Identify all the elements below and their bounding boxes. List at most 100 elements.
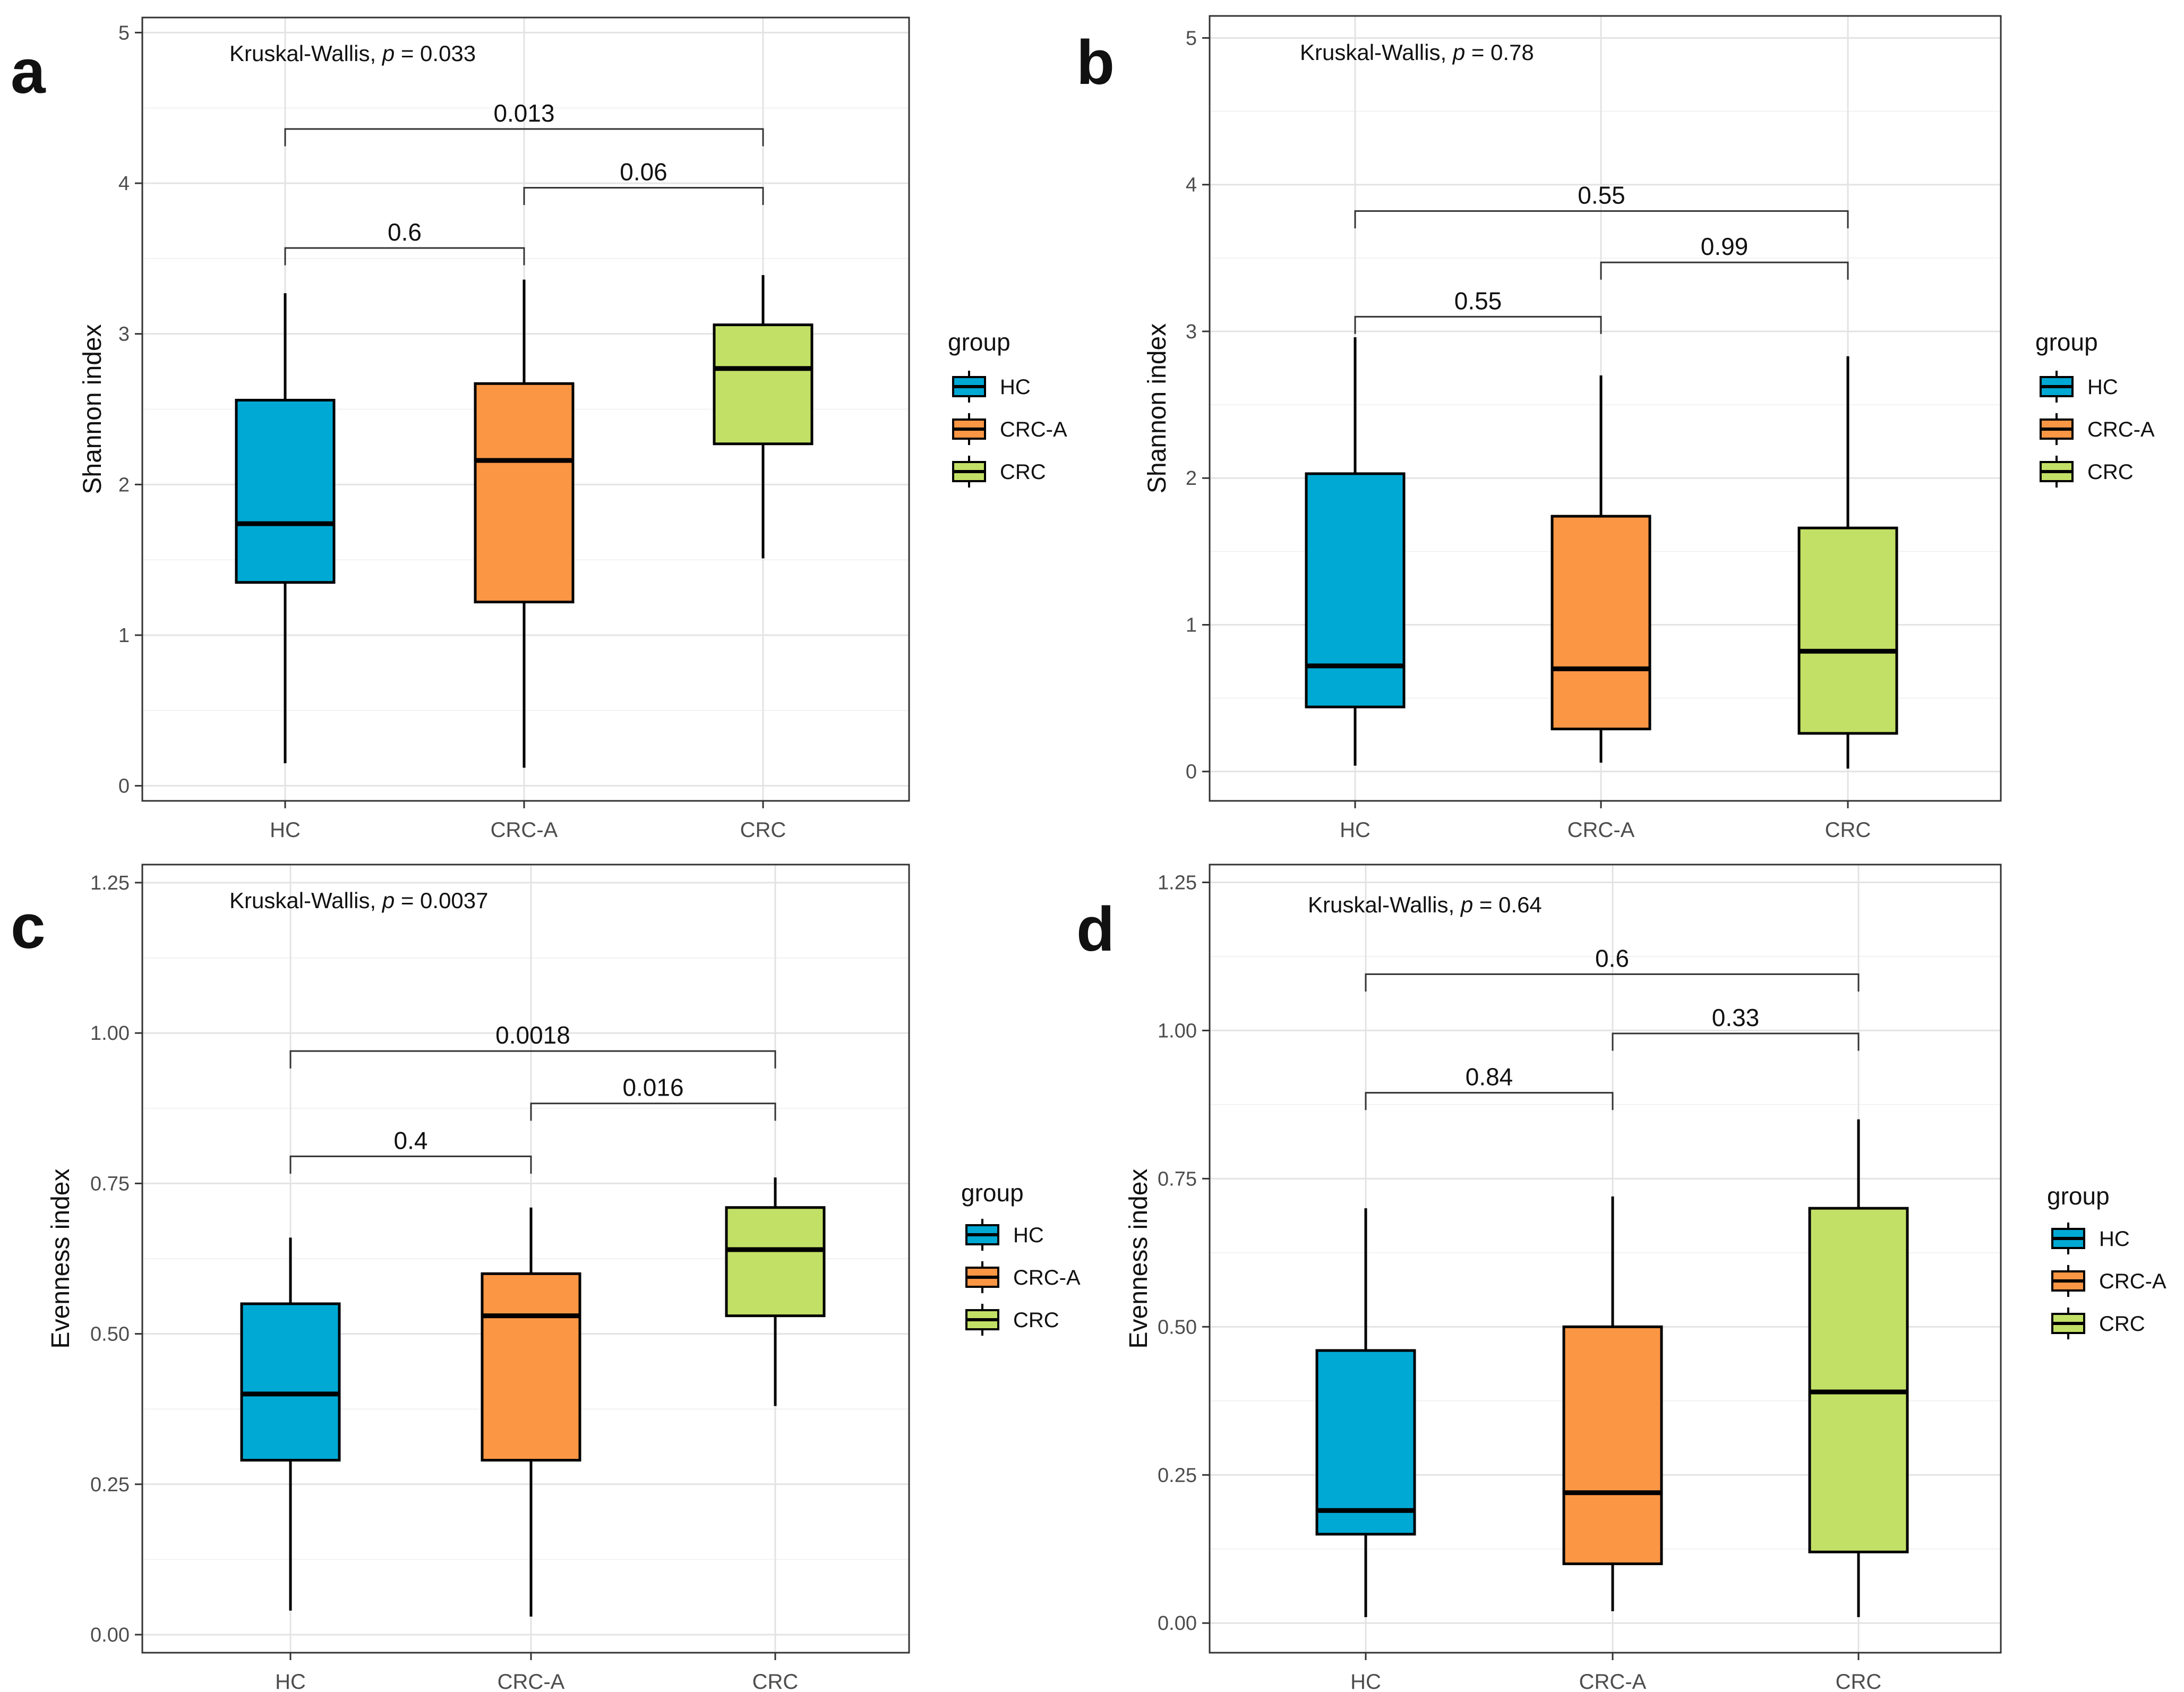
x-tick-label: HC <box>275 1670 306 1692</box>
y-tick-label: 0.50 <box>1158 1316 1197 1338</box>
p-symbol: p <box>381 888 395 913</box>
comparison-bracket: 0.0018 <box>289 1021 776 1069</box>
legend-label: CRC <box>1000 460 1046 484</box>
legend: group HC CRC-A CRC <box>961 1179 1081 1336</box>
legend-label: CRC <box>2087 460 2134 484</box>
plot-border <box>141 16 910 802</box>
test-p-value: = 0.0037 <box>395 888 488 913</box>
comparison-p-value: 0.55 <box>1454 287 1502 314</box>
legend-label: CRC-A <box>1000 418 1067 441</box>
legend-key-crc: CRC <box>2040 456 2134 488</box>
y-tick-label: 1.00 <box>1158 1020 1197 1042</box>
box-iqr <box>1797 526 1898 735</box>
y-tick-label: 1.00 <box>90 1022 130 1045</box>
x-tick-label: CRC <box>1825 818 1871 842</box>
panel-letter: d <box>1076 894 1115 964</box>
test-p-value: = 0.033 <box>395 41 476 66</box>
x-tick-label: CRC-A <box>1579 1670 1647 1692</box>
box-iqr <box>481 1272 581 1462</box>
comparison-p-value: 0.33 <box>1712 1004 1760 1031</box>
y-tick-label: 0.75 <box>90 1173 130 1195</box>
box-crc-a <box>481 1207 581 1617</box>
kruskal-wallis-label: Kruskal-Wallis, p = 0.033 <box>229 41 476 66</box>
comparison-p-value: 0.013 <box>493 99 554 127</box>
legend-label: CRC <box>2099 1312 2145 1336</box>
y-tick-label: 0.75 <box>1158 1168 1197 1190</box>
p-symbol: p <box>1452 40 1465 65</box>
comparison-p-value: 0.6 <box>388 218 422 246</box>
bracket-line <box>289 1155 532 1174</box>
legend-key-hc: HC <box>965 1219 1044 1251</box>
legend-title: group <box>2035 328 2098 356</box>
comparison-bracket: 0.06 <box>523 158 764 205</box>
y-tick-label: 0 <box>118 775 130 798</box>
bracket-line <box>523 187 764 205</box>
y-tick-label: 1 <box>118 625 130 647</box>
legend-label: HC <box>1013 1224 1044 1247</box>
box-iqr <box>725 1206 826 1318</box>
legend-key-crc-a: CRC-A <box>2040 413 2155 445</box>
p-symbol: p <box>381 41 395 66</box>
bracket-line <box>289 1050 776 1069</box>
box-crc <box>1797 356 1898 769</box>
box-iqr <box>1551 515 1651 731</box>
box-hc <box>240 1237 341 1611</box>
y-tick-label: 1.25 <box>90 872 130 894</box>
x-tick-label: CRC-A <box>498 1670 565 1692</box>
comparison-bracket: 0.6 <box>1365 944 1860 992</box>
legend: group HC CRC-A CRC <box>2035 328 2155 488</box>
box-hc <box>1305 337 1406 766</box>
x-tick-label: CRC-A <box>491 818 558 842</box>
comparison-p-value: 0.55 <box>1578 181 1625 209</box>
bracket-line <box>1354 210 1849 228</box>
comparison-bracket: 0.013 <box>284 99 764 147</box>
test-name: Kruskal-Wallis, <box>1308 892 1461 917</box>
legend-key-crc-a: CRC-A <box>2051 1265 2166 1297</box>
comparison-p-value: 0.4 <box>394 1126 428 1154</box>
x-tick-label: CRC <box>752 1670 799 1692</box>
legend-title: group <box>961 1179 1024 1207</box>
comparison-p-value: 0.99 <box>1701 233 1749 260</box>
legend-label: CRC-A <box>2099 1270 2166 1293</box>
y-axis-title: Evenness index <box>47 1169 75 1349</box>
test-name: Kruskal-Wallis, <box>229 888 382 913</box>
y-tick-label: 0 <box>1186 761 1197 783</box>
test-name: Kruskal-Wallis, <box>229 41 382 66</box>
panel-letter: c <box>11 892 46 962</box>
y-tick-label: 0.50 <box>90 1323 130 1346</box>
bracket-line <box>530 1103 776 1121</box>
legend-key-crc: CRC <box>965 1304 1059 1336</box>
y-tick-label: 1.25 <box>1158 871 1197 894</box>
comparison-bracket: 0.55 <box>1354 181 1849 228</box>
legend-key-crc-a: CRC-A <box>952 413 1067 445</box>
box-crc <box>713 275 813 559</box>
box-iqr <box>1808 1207 1909 1553</box>
y-tick-label: 4 <box>118 173 130 195</box>
bracket-line <box>284 247 525 266</box>
box-crc-a <box>1562 1196 1663 1611</box>
kruskal-wallis-label: Kruskal-Wallis, p = 0.64 <box>1308 892 1542 917</box>
box-crc-a <box>1551 375 1651 763</box>
y-axis-title: Shannon index <box>1143 323 1171 493</box>
box-crc-a <box>474 279 575 768</box>
box-iqr <box>240 1302 341 1462</box>
p-symbol: p <box>1460 892 1473 917</box>
box-iqr <box>474 382 575 604</box>
legend-label: HC <box>2087 375 2118 399</box>
bracket-line <box>284 128 764 147</box>
test-p-value: = 0.78 <box>1465 40 1534 65</box>
comparison-p-value: 0.06 <box>620 158 667 186</box>
comparison-bracket: 0.016 <box>530 1074 776 1121</box>
comparison-bracket: 0.99 <box>1600 233 1849 280</box>
comparison-p-value: 0.6 <box>1595 944 1629 972</box>
box-iqr <box>1305 472 1406 708</box>
legend-title: group <box>948 328 1010 356</box>
box-crc <box>1808 1119 1909 1618</box>
test-name: Kruskal-Wallis, <box>1300 40 1453 65</box>
y-tick-label: 3 <box>118 323 130 346</box>
comparison-bracket: 0.33 <box>1612 1004 1860 1051</box>
legend-key-hc: HC <box>952 371 1031 403</box>
plot-border <box>1209 864 2002 1654</box>
comparison-p-value: 0.84 <box>1466 1063 1513 1091</box>
